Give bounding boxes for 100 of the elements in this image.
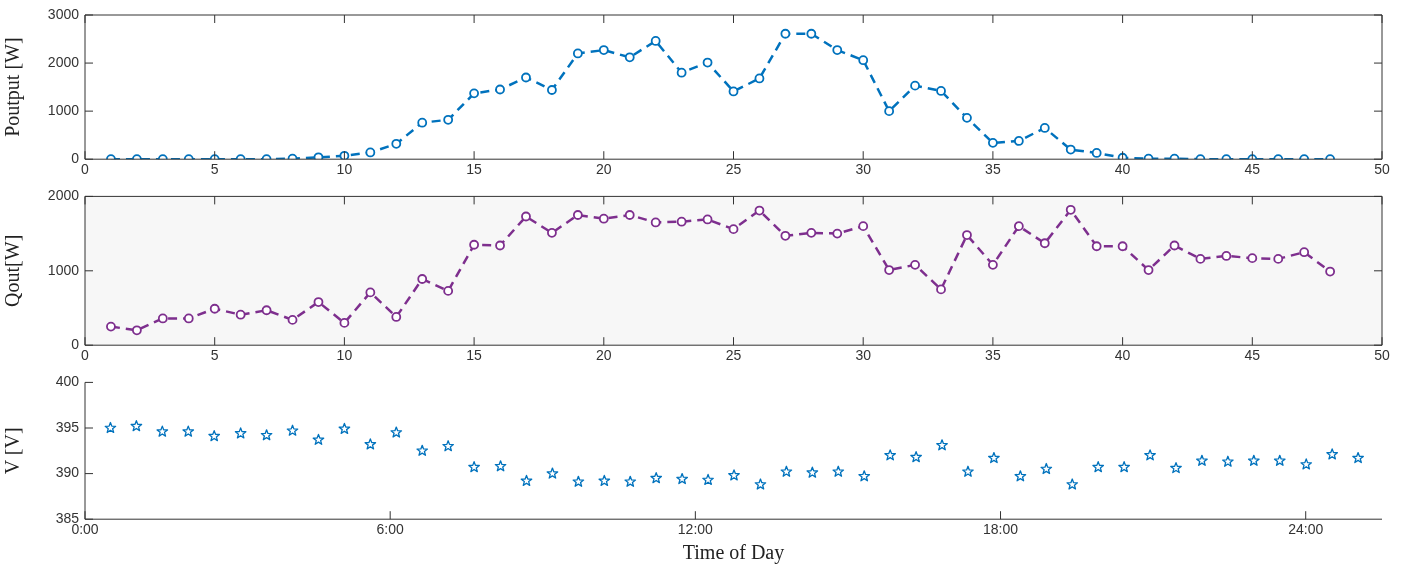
point <box>443 285 454 296</box>
point <box>1039 123 1050 133</box>
y-tick-label: 390 <box>55 464 80 481</box>
x-axis-title: Time of Day <box>682 541 785 565</box>
x-tick-label: 6:00 <box>376 521 405 538</box>
x-tick-label: 40 <box>1114 161 1131 178</box>
point <box>286 424 299 436</box>
point <box>858 221 869 232</box>
point <box>209 303 220 314</box>
y-tick-label: 1000 <box>47 261 80 278</box>
point <box>1039 238 1050 249</box>
point <box>936 86 946 96</box>
point <box>313 297 324 307</box>
x-tick-label: 50 <box>1374 347 1390 364</box>
point <box>287 315 298 325</box>
point <box>728 86 739 97</box>
x-tick-label: 15 <box>466 347 483 364</box>
point <box>676 216 687 227</box>
x-tick-label: 5 <box>210 161 219 178</box>
x-tick-label: 25 <box>725 347 742 364</box>
point <box>1091 241 1102 252</box>
point <box>520 474 533 486</box>
x-tick-label: 25 <box>725 161 742 178</box>
point <box>936 439 948 451</box>
x-tick-label: 20 <box>596 347 612 364</box>
point <box>495 84 505 95</box>
point <box>130 420 143 432</box>
point <box>806 466 819 478</box>
y-tick-label: 2000 <box>47 53 80 70</box>
point <box>1118 461 1131 473</box>
x-tick-label: 20 <box>596 161 612 178</box>
x-tick-label: 45 <box>1244 161 1261 178</box>
point <box>988 451 1000 464</box>
x-tick-label: 10 <box>336 161 353 178</box>
point <box>1143 265 1154 275</box>
y-tick-label: 2000 <box>47 187 80 204</box>
point <box>546 467 559 479</box>
point <box>1299 247 1310 258</box>
x-tick-label: 18:00 <box>983 521 1019 538</box>
point <box>1222 455 1234 467</box>
point <box>962 112 972 123</box>
point <box>754 205 765 216</box>
point <box>1221 251 1232 261</box>
point <box>365 287 376 298</box>
y-axis-title: Qout[W] <box>1 234 24 307</box>
x-tick-label: 24:00 <box>1288 521 1324 538</box>
x-tick-label: 30 <box>855 347 872 364</box>
point <box>1273 454 1286 466</box>
point <box>391 138 402 149</box>
point <box>417 117 428 128</box>
point <box>572 210 583 220</box>
y-tick-label: 395 <box>55 418 80 435</box>
point <box>443 114 454 125</box>
point <box>780 230 791 241</box>
point <box>702 473 714 486</box>
point <box>469 88 479 99</box>
point <box>884 106 895 117</box>
point <box>494 460 507 472</box>
point <box>1170 461 1182 474</box>
point <box>910 80 920 91</box>
point <box>910 259 920 270</box>
point <box>598 45 609 55</box>
x-tick-label: 40 <box>1114 347 1131 364</box>
point <box>1325 266 1336 277</box>
point <box>1196 454 1208 466</box>
point <box>182 425 195 437</box>
point <box>728 224 739 235</box>
y-tick-label: 0 <box>71 150 80 167</box>
y-tick-label: 400 <box>55 373 80 390</box>
x-tick-label: 5 <box>210 347 219 364</box>
point <box>234 427 247 439</box>
point <box>1326 448 1339 460</box>
point <box>1247 454 1260 466</box>
point <box>390 426 403 438</box>
point <box>1091 148 1102 158</box>
point <box>260 429 273 441</box>
point <box>442 440 455 452</box>
x-tick-label: 35 <box>985 161 1001 178</box>
point <box>495 240 505 251</box>
point <box>832 228 843 239</box>
point <box>650 472 663 484</box>
point <box>547 85 557 95</box>
point <box>936 284 946 295</box>
point <box>416 444 429 456</box>
point <box>780 28 791 39</box>
point <box>1014 470 1027 482</box>
point <box>676 67 687 78</box>
y-axis-title: Poutput [W] <box>1 37 25 137</box>
point <box>131 325 142 336</box>
point <box>183 313 194 324</box>
point <box>365 147 376 158</box>
point <box>806 28 817 39</box>
x-tick-label: 10 <box>336 347 353 364</box>
x-tick-label: 50 <box>1374 161 1390 178</box>
point <box>572 48 583 59</box>
point <box>676 472 689 485</box>
point <box>1013 136 1024 146</box>
point <box>884 449 897 461</box>
point <box>988 259 998 270</box>
x-tick-label: 35 <box>985 347 1001 364</box>
